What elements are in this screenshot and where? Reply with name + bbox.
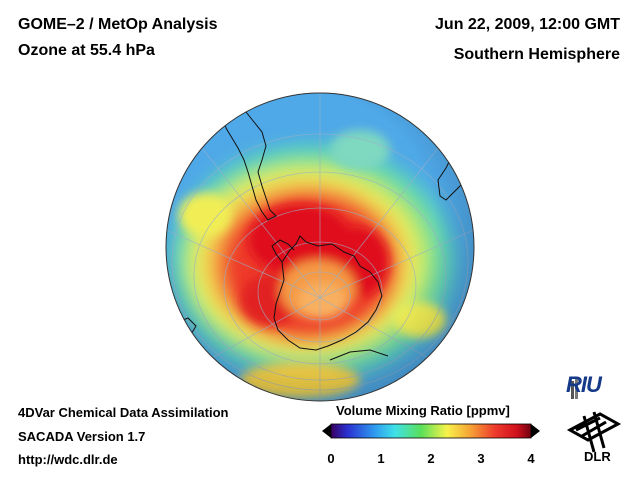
- dlr-logo-icon: [566, 411, 622, 453]
- footer-url: http://wdc.dlr.de: [18, 452, 118, 467]
- riu-logo-text: RIU: [566, 372, 602, 397]
- footer-line2: SACADA Version 1.7: [18, 429, 146, 444]
- map-title: GOME–2 / MetOp Analysis: [18, 16, 218, 33]
- map-subtitle: Ozone at 55.4 hPa: [18, 42, 155, 59]
- map-hemisphere: Southern Hemisphere: [453, 46, 620, 63]
- globe-outline: [165, 92, 475, 402]
- colorbar-tick-label: 2: [427, 451, 434, 466]
- footer-line1: 4DVar Chemical Data Assimilation: [18, 405, 229, 420]
- colorbar-tick-label: 3: [477, 451, 484, 466]
- colorbar-tick-label: 4: [527, 451, 535, 466]
- riu-icon: [571, 378, 578, 399]
- colorbar-arrow-left: [322, 424, 331, 438]
- colorbar-tick-label: 1: [377, 451, 384, 466]
- colorbar-tick-label: 0: [327, 451, 334, 466]
- colorbar-title: Volume Mixing Ratio [ppmv]: [336, 403, 510, 418]
- map-datetime: Jun 22, 2009, 12:00 GMT: [435, 16, 620, 33]
- colorbar-arrow-right: [531, 424, 540, 438]
- dlr-logo-text: DLR: [584, 449, 611, 464]
